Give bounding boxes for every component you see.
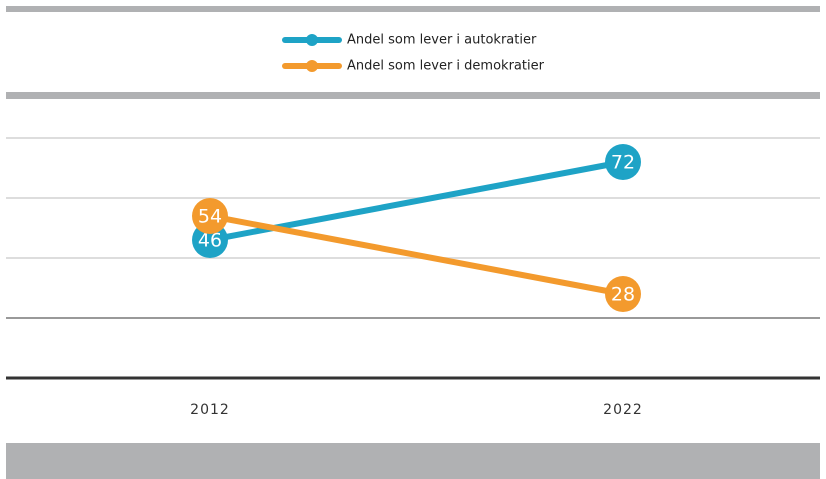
legend-label: Andel som lever i autokratier [347, 33, 537, 48]
x-tick-label: 2022 [603, 402, 643, 418]
data-point [605, 276, 641, 312]
data-label: 54 [198, 206, 222, 228]
legend-marker [306, 34, 318, 46]
data-point [192, 198, 228, 234]
footer-bar [6, 443, 820, 479]
data-label: 46 [198, 230, 222, 252]
data-point [605, 144, 641, 180]
legend-label: Andel som lever i demokratier [347, 59, 545, 74]
data-label: 28 [611, 284, 635, 306]
legend-marker [306, 60, 318, 72]
divider-bar [6, 92, 820, 99]
x-tick-label: 2012 [190, 402, 230, 418]
data-label: 72 [611, 152, 635, 174]
header-bar [6, 6, 820, 12]
series-line [209, 213, 624, 297]
